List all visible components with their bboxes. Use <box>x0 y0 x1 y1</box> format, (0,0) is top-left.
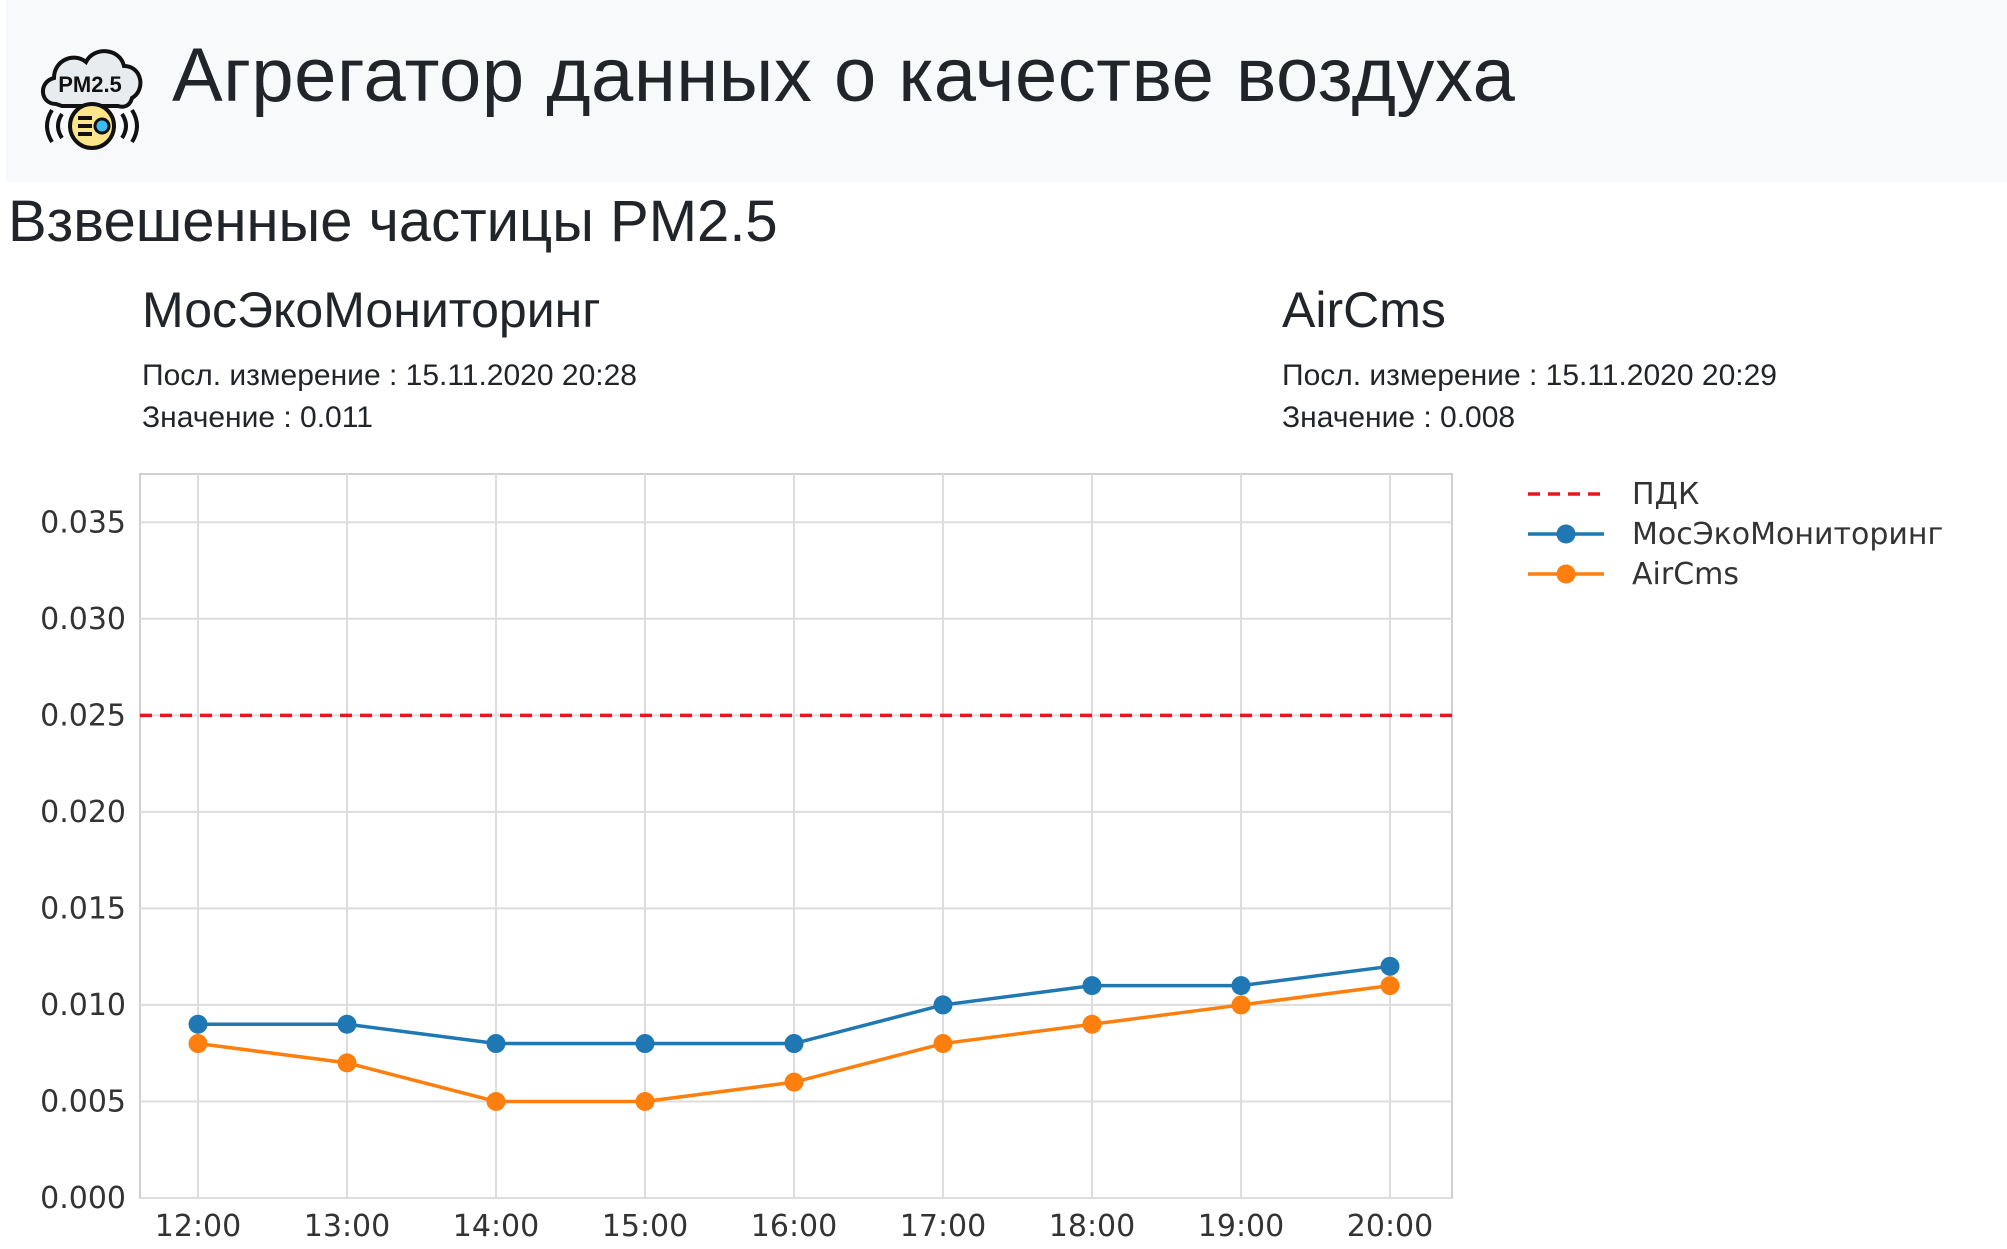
legend-label: МосЭкоМониторинг <box>1632 517 1943 552</box>
x-tick-label: 15:00 <box>602 1209 688 1244</box>
data-point <box>1082 976 1102 996</box>
y-tick-label: 0.025 <box>40 698 126 733</box>
source-card-mosecomonitoring: МосЭкоМониторинг Посл. измерение : 15.11… <box>142 280 637 436</box>
x-tick-label: 20:00 <box>1347 1209 1433 1244</box>
app-header: PM2.5 Агрегатор данных о качестве воздух… <box>6 0 2007 182</box>
data-point <box>784 1034 804 1054</box>
air-quality-cloud-icon: PM2.5 <box>41 49 143 150</box>
data-point <box>784 1072 804 1092</box>
x-tick-label: 17:00 <box>900 1209 986 1244</box>
data-point <box>933 1034 953 1054</box>
source-card-aircms: AirCms Посл. измерение : 15.11.2020 20:2… <box>1282 280 1777 436</box>
y-tick-label: 0.030 <box>40 602 126 637</box>
x-tick-label: 14:00 <box>453 1209 539 1244</box>
y-tick-label: 0.035 <box>40 505 126 540</box>
data-point <box>188 1014 208 1034</box>
data-point <box>635 1034 655 1054</box>
data-point <box>1082 1014 1102 1034</box>
x-tick-label: 13:00 <box>304 1209 390 1244</box>
source-name: AirCms <box>1282 282 1446 338</box>
data-point <box>337 1014 357 1034</box>
data-point <box>486 1091 506 1111</box>
source-name: МосЭкоМониторинг <box>142 282 601 338</box>
measurement-value: Значение : 0.008 <box>1282 401 1516 434</box>
last-measurement: Посл. измерение : 15.11.2020 20:28 <box>142 359 637 392</box>
data-point <box>1380 976 1400 996</box>
data-point <box>1231 976 1251 996</box>
x-tick-label: 12:00 <box>155 1209 241 1244</box>
data-point <box>1380 956 1400 976</box>
y-tick-label: 0.015 <box>40 891 126 926</box>
legend-label: ПДК <box>1632 477 1699 512</box>
y-tick-label: 0.010 <box>40 988 126 1023</box>
y-tick-label: 0.000 <box>40 1181 126 1216</box>
y-tick-label: 0.020 <box>40 795 126 830</box>
legend-label: AirCms <box>1632 557 1739 592</box>
x-tick-label: 16:00 <box>751 1209 837 1244</box>
x-tick-label: 19:00 <box>1198 1209 1284 1244</box>
data-point <box>188 1034 208 1054</box>
section-title: Взвешенные частицы PM2.5 <box>8 189 778 254</box>
legend-swatch-marker <box>1556 564 1576 584</box>
pm25-line-chart: 12:00 13:00 14:00 15:00 16:00 17:00 18:00 19:00… <box>40 473 1943 1244</box>
data-point <box>1231 995 1251 1015</box>
measurement-value: Значение : 0.011 <box>142 401 373 434</box>
data-point <box>337 1053 357 1073</box>
app-title: Агрегатор данных о качестве воздуха <box>172 33 1516 118</box>
data-point <box>486 1034 506 1054</box>
data-point <box>635 1091 655 1111</box>
last-measurement: Посл. измерение : 15.11.2020 20:29 <box>1282 359 1777 392</box>
legend-swatch-marker <box>1556 524 1576 544</box>
logo-text: PM2.5 <box>58 72 122 97</box>
data-point <box>933 995 953 1015</box>
x-tick-label: 18:00 <box>1049 1209 1135 1244</box>
y-tick-label: 0.005 <box>40 1084 126 1119</box>
